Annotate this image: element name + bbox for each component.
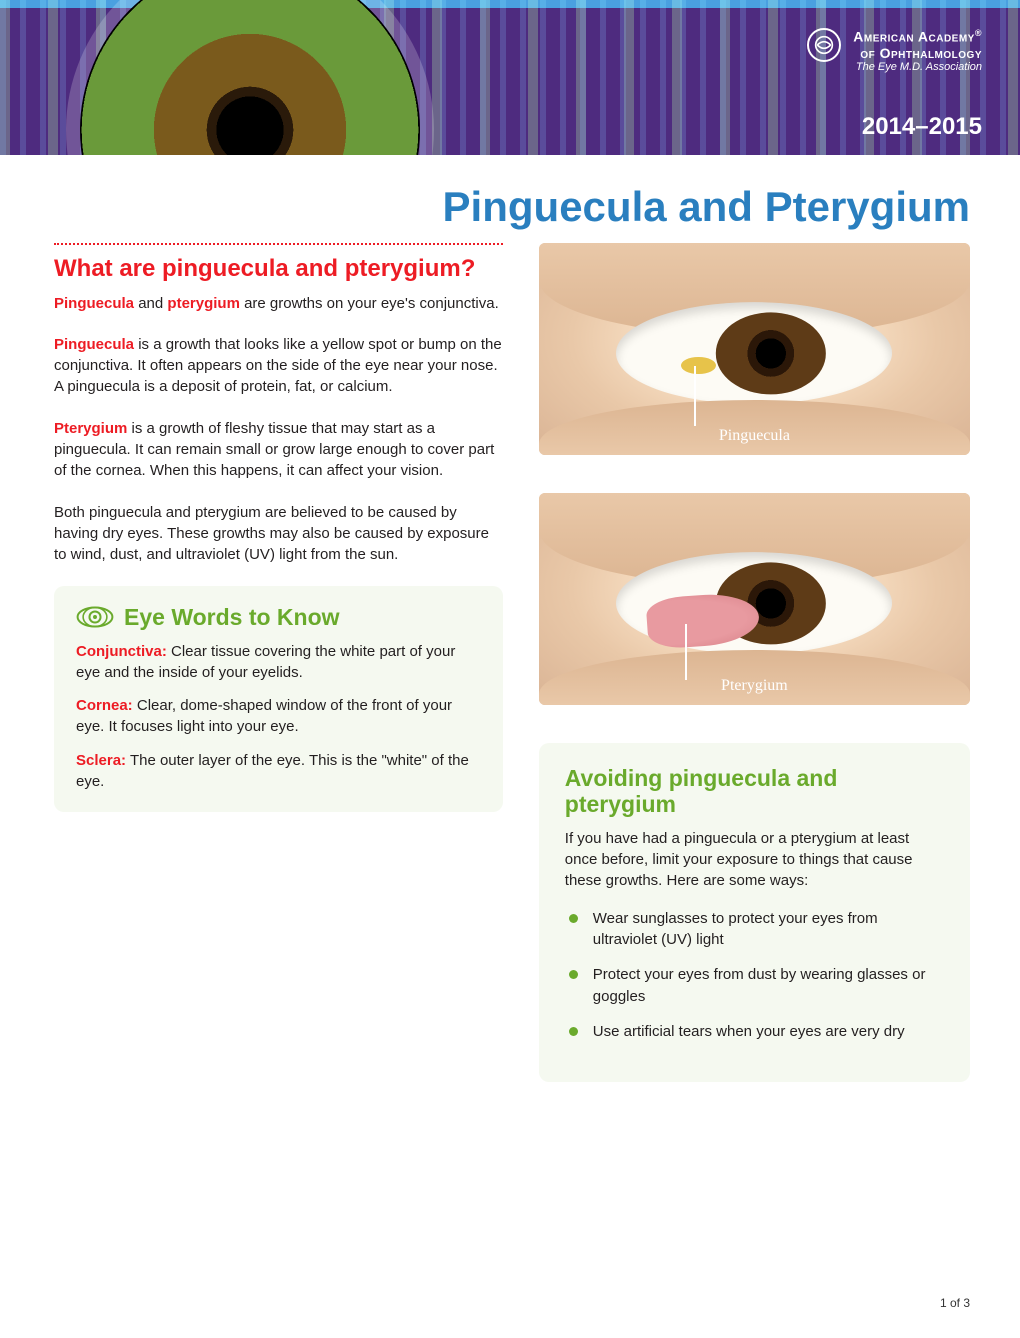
def-cornea: Cornea: Clear, dome-shaped window of the… [76, 695, 481, 738]
header-banner: American Academy® of Ophthalmology The E… [0, 0, 1020, 155]
page-title: Pinguecula and Pterygium [0, 155, 1020, 243]
intro-paragraph-3: Pterygium is a growth of fleshy tissue t… [54, 418, 503, 482]
list-item: Use artificial tears when your eyes are … [565, 1021, 944, 1042]
term-cornea: Cornea: [76, 697, 133, 714]
kw-pinguecula: Pinguecula [54, 295, 134, 312]
org-block: American Academy® of Ophthalmology The E… [807, 28, 982, 73]
intro-paragraph-4: Both pinguecula and pterygium are believ… [54, 502, 503, 566]
p1-rest: are growths on your eye's conjunctiva. [240, 295, 499, 312]
figure-pterygium: Pterygium [539, 493, 970, 705]
def-sclera: Sclera: The outer layer of the eye. This… [76, 750, 481, 793]
org-logo-icon [807, 28, 841, 62]
term-conjunctiva: Conjunctiva: [76, 643, 167, 660]
eye-words-box: Eye Words to Know Conjunctiva: Clear tis… [54, 586, 503, 813]
avoiding-box: Avoiding pinguecula and pterygium If you… [539, 743, 970, 1082]
figure-label-pterygium: Pterygium [721, 677, 788, 695]
list-item: Protect your eyes from dust by wearing g… [565, 964, 944, 1007]
year-range: 2014–2015 [862, 113, 982, 141]
banner-iris-graphic [80, 0, 420, 155]
def-cornea-text: Clear, dome-shaped window of the front o… [76, 697, 452, 735]
eye-icon [76, 605, 114, 629]
figure-label-pinguecula: Pinguecula [719, 427, 790, 445]
p1-mid: and [134, 295, 167, 312]
def-conjunctiva: Conjunctiva: Clear tissue covering the w… [76, 641, 481, 684]
eye-words-heading-text: Eye Words to Know [124, 604, 340, 631]
right-column: Pinguecula Pterygium Avoiding pinguecula… [539, 243, 970, 1082]
org-tagline: The Eye M.D. Association [853, 61, 982, 74]
figure-pinguecula: Pinguecula [539, 243, 970, 455]
page-number: 1 of 3 [940, 1296, 970, 1310]
section-heading-what: What are pinguecula and pterygium? [54, 255, 503, 283]
registered-mark: ® [975, 28, 982, 38]
avoiding-list: Wear sunglasses to protect your eyes fro… [565, 908, 944, 1042]
eye-words-heading: Eye Words to Know [76, 604, 481, 631]
intro-paragraph-2: Pinguecula is a growth that looks like a… [54, 334, 503, 398]
left-column: What are pinguecula and pterygium? Pingu… [54, 243, 503, 1082]
pointer-line [694, 366, 696, 426]
def-sclera-text: The outer layer of the eye. This is the … [76, 752, 469, 790]
list-item: Wear sunglasses to protect your eyes fro… [565, 908, 944, 951]
avoiding-intro: If you have had a pinguecula or a pteryg… [565, 828, 944, 892]
kw-pterygium-2: Pterygium [54, 420, 127, 437]
kw-pinguecula-2: Pinguecula [54, 336, 134, 353]
avoiding-heading: Avoiding pinguecula and pterygium [565, 765, 944, 818]
kw-pterygium: pterygium [167, 295, 240, 312]
org-name-line2: of Ophthalmology [853, 45, 982, 61]
term-sclera: Sclera: [76, 752, 126, 769]
pointer-line [685, 624, 687, 680]
dotted-rule [54, 243, 503, 245]
intro-paragraph-1: Pinguecula and pterygium are growths on … [54, 293, 503, 314]
org-name-line1: American Academy [853, 29, 975, 45]
